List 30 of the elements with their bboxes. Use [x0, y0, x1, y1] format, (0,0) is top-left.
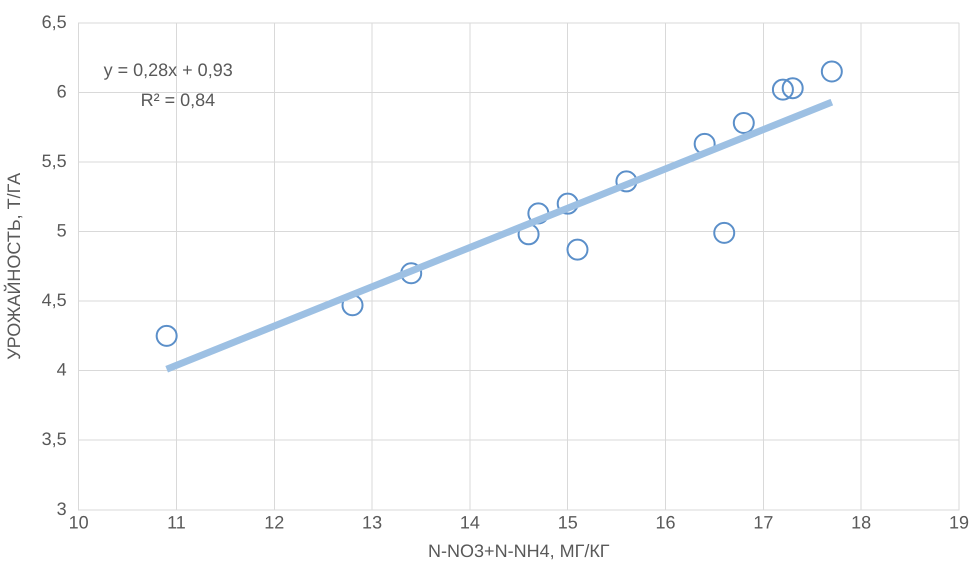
annotation: y = 0,28x + 0,93: [104, 60, 233, 80]
x-tick-label: 17: [753, 512, 774, 533]
point: [400, 262, 422, 284]
x-axis-title: N-NO3+N-NH4, МГ/КГ: [428, 541, 610, 562]
y-tick-label: 5: [56, 220, 67, 240]
x-tick-label: 14: [460, 512, 480, 533]
x-tick-label: 15: [558, 512, 578, 533]
point: [782, 77, 804, 100]
point: [156, 324, 178, 347]
y-tick-label: 3,5: [42, 429, 67, 450]
point: [820, 60, 843, 82]
x-tick-label: 19: [948, 512, 970, 533]
x-tick-label: 18: [851, 512, 872, 533]
point: [772, 78, 794, 101]
x-tick-label: 12: [264, 512, 284, 533]
y-tick-label: 5,5: [42, 150, 67, 171]
x-tick-label: 13: [362, 512, 382, 533]
y-tick-label: 6,5: [42, 12, 67, 32]
x-tick-label: 11: [167, 512, 186, 533]
x-tick-label: 10: [68, 512, 89, 533]
y-axis-title: УРОЖАЙНОСТЬ, Т/ГА: [2, 172, 24, 360]
x-tick-label: 16: [656, 512, 676, 533]
y-tick-label: 6: [56, 81, 67, 102]
y-tick-label: 4,5: [42, 290, 67, 310]
y-tick-label: 3: [56, 498, 67, 519]
point: [566, 238, 588, 261]
point: [732, 112, 755, 134]
annotation: R² = 0,84: [140, 90, 216, 110]
y-tick-label: 4: [56, 360, 67, 380]
point: [713, 222, 736, 244]
